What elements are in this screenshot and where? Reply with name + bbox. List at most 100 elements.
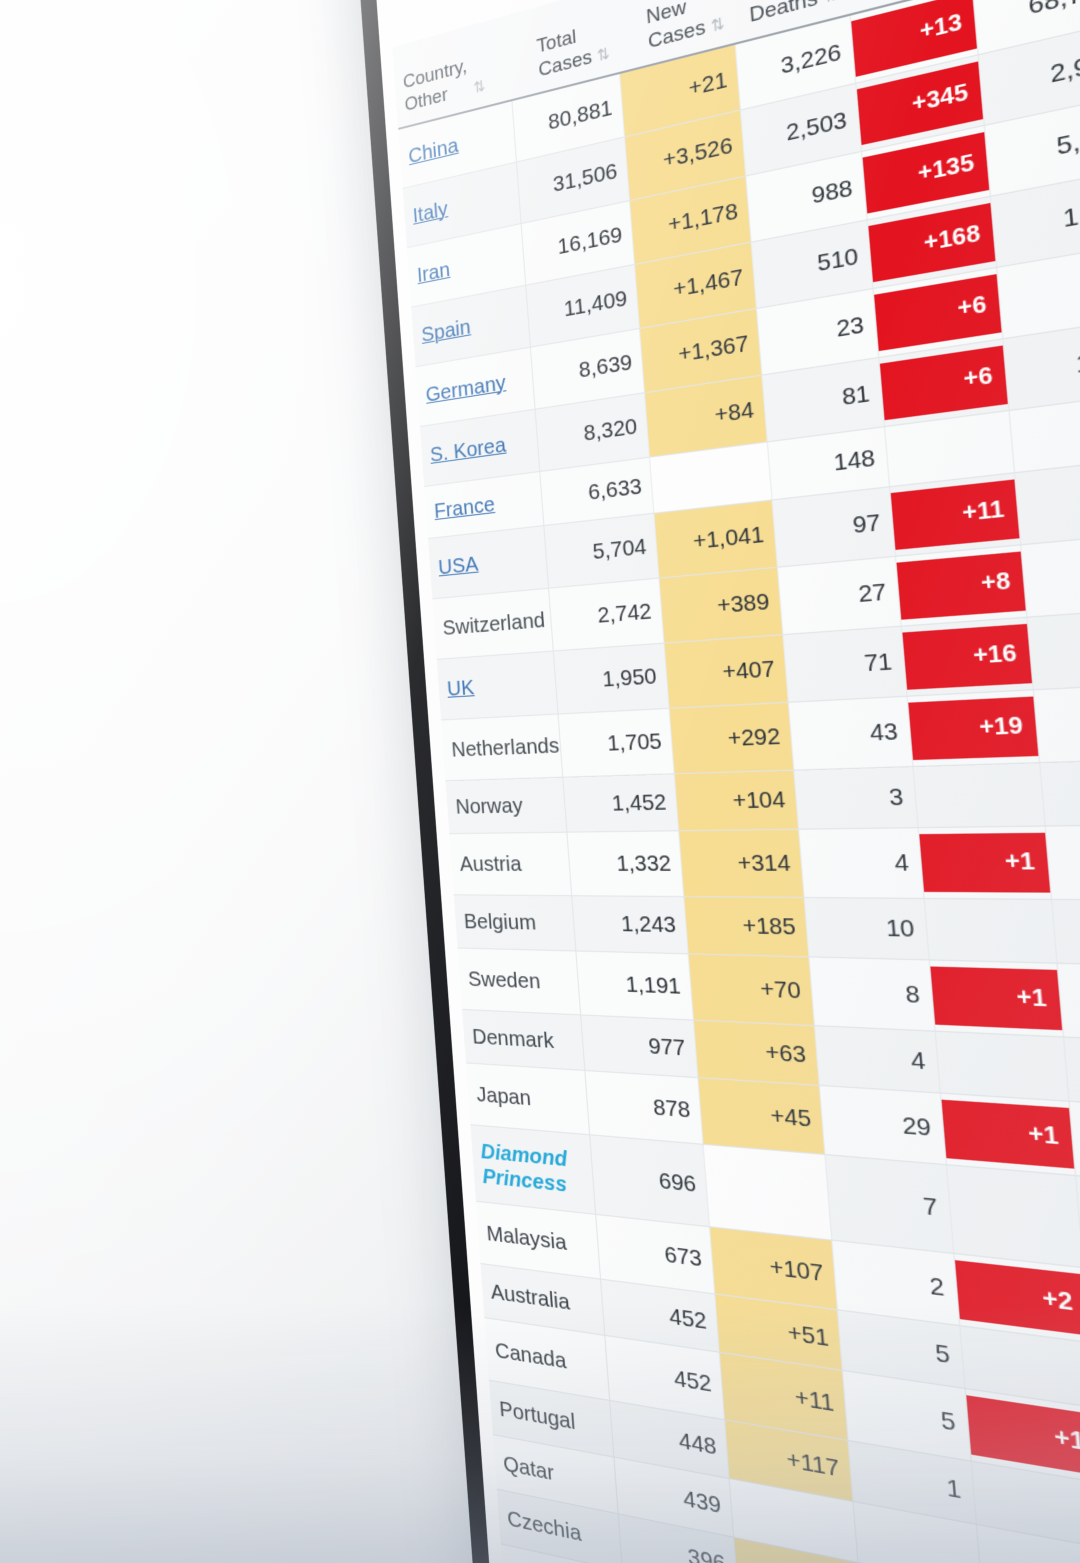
country-link[interactable]: UK bbox=[446, 675, 475, 701]
cell-total-deaths: 29 bbox=[819, 1085, 946, 1165]
cell-new-deaths bbox=[923, 898, 1058, 964]
cell-new-cases: +407 bbox=[664, 634, 789, 709]
cell-total-deaths: 4 bbox=[798, 827, 924, 899]
country-name: Sweden bbox=[467, 966, 542, 994]
new-deaths-badge: +1 bbox=[940, 1099, 1075, 1169]
cell-new-cases: +70 bbox=[688, 954, 815, 1026]
cell-new-cases: +45 bbox=[697, 1077, 825, 1155]
cell-new-deaths: +1 bbox=[939, 1093, 1076, 1176]
country-name: Switzerland bbox=[441, 607, 546, 640]
cell-total-deaths: 27 bbox=[777, 556, 901, 635]
sort-toggle-icon[interactable]: ⇅ bbox=[823, 0, 838, 8]
screen-viewport: Search: Country,Other⇅TotalCases⇅NewCase… bbox=[373, 0, 1080, 1563]
cell-new-deaths: +19 bbox=[906, 690, 1040, 767]
cell-country: UK bbox=[436, 651, 559, 721]
new-deaths-badge: +11 bbox=[890, 479, 1020, 551]
cell-total-cases: 5,704 bbox=[543, 513, 659, 589]
cell-total-recovered: 8 bbox=[1045, 824, 1080, 901]
cell-country: Belgium bbox=[453, 895, 576, 952]
cell-total-deaths: 4 bbox=[814, 1025, 940, 1094]
cell-new-deaths bbox=[912, 762, 1046, 828]
cell-new-deaths: +1 bbox=[917, 826, 1052, 900]
new-deaths-badge: +8 bbox=[895, 551, 1026, 621]
cell-country: USA bbox=[428, 525, 549, 600]
cell-new-cases: +389 bbox=[658, 567, 783, 644]
cell-new-deaths bbox=[934, 1031, 1070, 1102]
cell-country: Japan bbox=[465, 1063, 590, 1135]
cell-total-deaths: 43 bbox=[788, 696, 913, 771]
cell-total-cases: 1,191 bbox=[575, 951, 694, 1021]
monitor: …gy ✕ Chocolat Search: bbox=[352, 0, 1080, 1563]
cell-country: Switzerland bbox=[432, 588, 554, 660]
cell-total-cases: 2,742 bbox=[548, 578, 665, 652]
country-name: Japan bbox=[475, 1082, 532, 1111]
table-body: China80,881+213,226+1368,7158,9403,226It… bbox=[398, 0, 1080, 1563]
new-deaths-badge: +1 bbox=[929, 966, 1063, 1031]
cell-total-recovered: 2 bbox=[1033, 682, 1080, 763]
country-name: Austria bbox=[458, 851, 523, 876]
cell-total-cases: 1,452 bbox=[562, 774, 679, 833]
cell-new-cases: +185 bbox=[683, 896, 809, 958]
country-link[interactable]: USA bbox=[437, 551, 479, 580]
new-deaths-badge: +6 bbox=[879, 345, 1008, 421]
cell-total-deaths: 97 bbox=[771, 487, 895, 568]
cell-total-recovered: 14 bbox=[1051, 899, 1080, 968]
column-header-label: Country, Other bbox=[402, 55, 468, 116]
country-link[interactable]: Italy bbox=[411, 196, 449, 228]
country-link[interactable]: Iran bbox=[416, 257, 451, 287]
new-deaths-badge: +2 bbox=[954, 1260, 1080, 1336]
sort-toggle-icon[interactable]: ⇅ bbox=[710, 14, 725, 37]
cell-country: Austria bbox=[449, 832, 572, 896]
cell-new-deaths: +1 bbox=[928, 960, 1064, 1038]
country-link[interactable]: Germany bbox=[424, 370, 507, 407]
cell-total-recovered: 52 bbox=[1027, 606, 1080, 691]
cell-country: Denmark bbox=[462, 1009, 585, 1071]
cell-country: Norway bbox=[445, 777, 568, 834]
new-deaths-badge: +19 bbox=[907, 696, 1039, 761]
cell-total-recovered: 15 bbox=[1020, 530, 1080, 618]
country-name: Norway bbox=[454, 793, 524, 819]
cell-new-cases bbox=[703, 1144, 832, 1241]
country-link[interactable]: France bbox=[433, 492, 496, 523]
country-name: Denmark bbox=[471, 1024, 555, 1053]
coronavirus-country-table: Country,Other⇅TotalCases⇅NewCases⇅TotalD… bbox=[392, 0, 1080, 1563]
cell-new-cases: +104 bbox=[674, 770, 799, 831]
cell-country: Sweden bbox=[457, 948, 581, 1016]
column-header-label: TotalDeaths bbox=[747, 0, 819, 28]
country-link[interactable]: China bbox=[407, 133, 460, 169]
country-link[interactable]: Spain bbox=[420, 314, 472, 347]
cell-total-deaths: 3 bbox=[793, 766, 918, 830]
cell-total-cases: 1,332 bbox=[567, 830, 684, 897]
new-deaths-badge: +1 bbox=[918, 833, 1051, 893]
country-name: Portugal bbox=[498, 1396, 577, 1435]
country-name: Czechia bbox=[506, 1505, 583, 1547]
country-name: Malaysia bbox=[485, 1221, 568, 1255]
cell-new-cases: +63 bbox=[693, 1020, 820, 1086]
column-header-label: Total Cases bbox=[536, 26, 593, 82]
country-link[interactable]: S. Korea bbox=[429, 432, 507, 467]
new-deaths-badge: +6 bbox=[873, 274, 1002, 352]
cell-new-cases: +1,041 bbox=[653, 500, 778, 579]
web-page: Search: Country,Other⇅TotalCases⇅NewCase… bbox=[374, 0, 1080, 1563]
cell-new-deaths bbox=[945, 1164, 1080, 1268]
cell-total-recovered: 1 bbox=[1039, 758, 1080, 827]
sort-toggle-icon[interactable]: ⇅ bbox=[472, 77, 485, 98]
sort-toggle-icon[interactable]: ⇅ bbox=[596, 44, 610, 66]
cell-total-deaths: 8 bbox=[808, 957, 935, 1032]
cell-total-cases: 1,243 bbox=[571, 895, 689, 955]
cell-total-cases: 1,950 bbox=[553, 643, 670, 715]
cell-total-cases: 696 bbox=[589, 1134, 710, 1228]
cell-total-cases: 1,705 bbox=[558, 708, 675, 778]
country-name: Australia bbox=[489, 1279, 571, 1315]
cell-new-cases: +314 bbox=[678, 829, 805, 898]
cell-new-deaths: +8 bbox=[894, 545, 1028, 627]
column-header-label: New Cases bbox=[645, 0, 707, 54]
country-name: Belgium bbox=[463, 909, 537, 935]
cell-total-cases: 977 bbox=[580, 1015, 698, 1078]
country-name: Qatar bbox=[502, 1451, 555, 1486]
country-name: Canada bbox=[494, 1337, 568, 1374]
cell-new-deaths: +11 bbox=[888, 473, 1021, 557]
cell-total-deaths: 71 bbox=[782, 626, 907, 703]
